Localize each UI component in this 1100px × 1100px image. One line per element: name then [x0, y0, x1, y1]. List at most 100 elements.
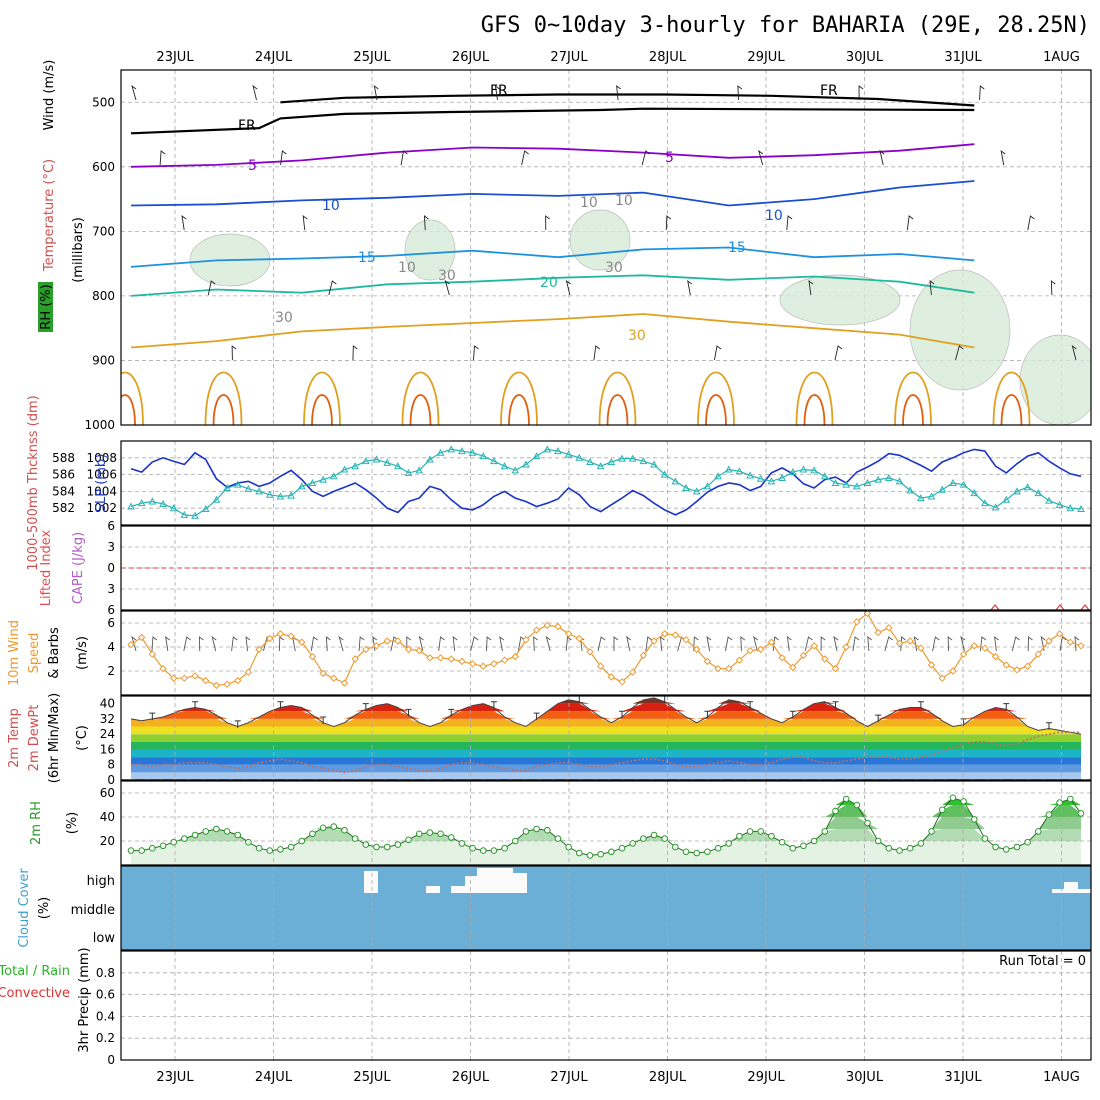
thickness-point [724, 465, 733, 473]
y-tick-label: 0.4 [96, 1009, 115, 1023]
wind-speed-point [554, 622, 562, 631]
wind-speed-point [927, 661, 936, 669]
wind-speed-point [212, 681, 221, 690]
thickness-point [618, 454, 626, 462]
wind-barb [833, 635, 839, 652]
axis-label: Wind (m/s) [42, 60, 57, 131]
rh-legend-swatch [38, 282, 53, 332]
rh-point [832, 807, 839, 815]
wind-speed-point [1002, 661, 1010, 669]
isotherm-FR [280, 93, 975, 107]
isotherm-loop [598, 371, 637, 425]
minmax-marker [832, 701, 839, 709]
wind-barb [472, 345, 479, 361]
rh-point [1002, 846, 1010, 853]
thickness-point [1034, 489, 1043, 497]
wind-speed-point [276, 630, 285, 638]
wind-barb [858, 85, 864, 100]
wind-barb [616, 85, 621, 101]
wind-speed-point [1055, 630, 1064, 638]
thickness-point [426, 455, 434, 463]
thickness-point [874, 475, 883, 483]
date-label: 27JUL [550, 50, 588, 65]
thickness-point [714, 472, 722, 480]
slp-line [130, 448, 1082, 516]
wind-barb [533, 636, 538, 652]
date-label: 1AUG [1043, 50, 1080, 65]
wind-barb [545, 635, 551, 652]
minmax-marker [960, 718, 967, 726]
rh-point [533, 825, 540, 833]
thickness-point [917, 494, 925, 502]
rh-point [1024, 838, 1031, 846]
clear-sky-block [1052, 889, 1064, 893]
contour-label: FR [490, 83, 508, 99]
clear-sky-block [1078, 889, 1091, 893]
thickness-point [169, 504, 178, 512]
thickness-point [895, 477, 904, 485]
thickness-point [500, 462, 509, 470]
rh-point [202, 828, 210, 835]
wind-speed-point [746, 646, 754, 655]
wind-barb [804, 636, 813, 652]
thickness-point [756, 474, 765, 482]
y-tick-label: 4 [107, 640, 115, 654]
axis-label: (millibars) [71, 217, 86, 283]
thickness-point [532, 452, 541, 460]
y-tick-label-right: 1004 [86, 484, 117, 498]
date-axis-bottom: 23JUL 24JUL 25JUL 26JUL 27JUL 28JUL 29JUL 30JUL… [156, 1070, 1079, 1085]
isotherm-loop [311, 394, 333, 425]
rh-point [458, 840, 466, 847]
rh-point [1077, 810, 1085, 817]
thickness-point [938, 485, 947, 493]
wind-speed-point [180, 674, 189, 682]
rh-point [341, 826, 348, 834]
axis-label: (%) [37, 897, 52, 920]
wind-barb [181, 214, 187, 231]
rh-point [768, 832, 775, 840]
y-tick-label: 24 [100, 727, 115, 741]
isotherm-loop [409, 394, 432, 425]
contour-label: FR [820, 83, 838, 99]
wind-speed-point [799, 651, 808, 660]
wind-speed-point [394, 637, 402, 645]
isotherm-5 [130, 143, 975, 168]
thickness-point [991, 503, 1000, 511]
wind-speed-point [575, 634, 584, 643]
wind-speed-point [917, 644, 925, 652]
isotherm-loop [894, 371, 932, 425]
wind-barb [245, 636, 251, 652]
wind-speed-point [586, 648, 594, 656]
wind-barb [955, 345, 964, 361]
axis-label: Speed [27, 633, 42, 674]
wind-barb [808, 279, 814, 296]
isotherm-10 [130, 180, 975, 207]
y-tick-label: 500 [92, 95, 115, 109]
thickness-point [831, 478, 840, 486]
contour-label: 30 [628, 328, 646, 344]
rh-point [405, 836, 412, 844]
contour-label: 15 [728, 240, 746, 256]
y-tick-label: 3 [107, 582, 115, 596]
isotherm-loop [803, 394, 826, 425]
minmax-marker [362, 703, 369, 711]
y-tick-label-right: 1008 [86, 451, 117, 465]
contour-label: 20 [540, 275, 558, 291]
rh-point [511, 837, 519, 845]
wind-barb [494, 84, 500, 101]
rh-point [960, 798, 967, 805]
temp-line [130, 697, 1082, 735]
thickness-point [159, 499, 167, 507]
temp-pad [121, 696, 131, 780]
wind-speed-point [682, 636, 690, 644]
wind-barb [159, 150, 166, 166]
isotherm-loop [992, 371, 1031, 425]
wind-barb [913, 635, 919, 652]
wind-barb [879, 149, 885, 166]
wind-barb [165, 635, 170, 652]
thickness-point [1045, 496, 1053, 504]
rh-point [608, 848, 615, 856]
wind-speed-point [863, 609, 872, 618]
date-label: 26JUL [452, 1070, 490, 1085]
isotherm-loop [500, 371, 538, 425]
